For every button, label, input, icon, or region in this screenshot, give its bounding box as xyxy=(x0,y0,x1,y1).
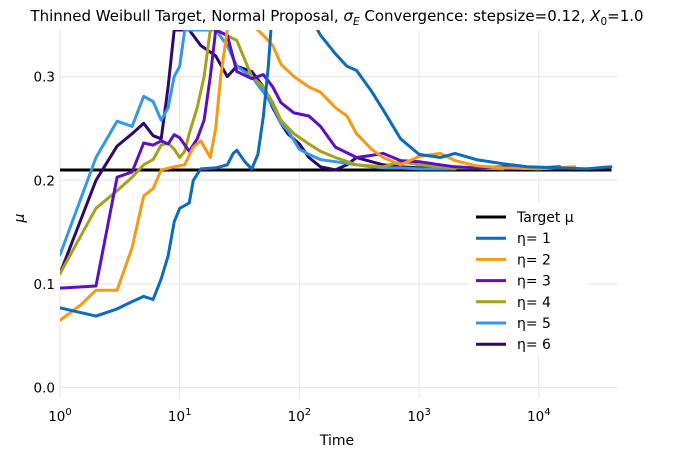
title-x-sub: 0 xyxy=(600,16,607,28)
x-tick-label: 101 xyxy=(168,407,192,425)
series-line-eta-1 xyxy=(60,30,613,318)
title-sigma-sub: E xyxy=(353,16,360,28)
x-tick-label: 100 xyxy=(48,407,72,425)
legend-label: η= 2 xyxy=(517,252,551,268)
x-tick-base: 10 xyxy=(407,409,424,425)
y-tick-label: 0.3 xyxy=(34,70,55,86)
x-tick-label: 103 xyxy=(407,407,431,425)
chart-title: Thinned Weibull Target, Normal Proposal,… xyxy=(29,7,643,28)
legend-label: η= 4 xyxy=(517,295,551,311)
x-tick-exp: 0 xyxy=(65,407,71,418)
legend: Target μ η= 1 η= 2 η= 3 η= 4 η= 5 η= 6 xyxy=(468,203,588,355)
title-prefix: Thinned Weibull Target, Normal Proposal, xyxy=(29,7,343,25)
series-line-eta-3 xyxy=(60,30,562,290)
x-tick-exp: 4 xyxy=(544,407,550,418)
legend-label: η= 3 xyxy=(517,274,551,290)
series-lines xyxy=(60,30,613,322)
legend-label: Target μ xyxy=(516,210,574,226)
legend-label: η= 1 xyxy=(517,231,551,247)
x-tick-exp: 2 xyxy=(305,407,311,418)
legend-label: η= 6 xyxy=(517,337,551,353)
series-line-eta-2 xyxy=(60,30,577,322)
y-tick-label: 0.1 xyxy=(34,277,55,293)
x-tick-label: 102 xyxy=(288,407,312,425)
y-tick-label: 0.0 xyxy=(34,381,55,397)
x-tick-base: 10 xyxy=(168,409,185,425)
y-axis-label: μ xyxy=(12,213,28,223)
title-x: X xyxy=(589,7,601,25)
x-tick-exp: 1 xyxy=(185,407,191,418)
x-tick-label: 104 xyxy=(527,407,551,425)
title-sigma: σ xyxy=(343,7,353,25)
legend-label: η= 5 xyxy=(517,316,551,332)
x-tick-base: 10 xyxy=(288,409,305,425)
legend-box xyxy=(468,203,588,355)
x-axis-label: Time xyxy=(319,433,354,449)
x-tick-base: 10 xyxy=(48,409,65,425)
y-tick-label: 0.2 xyxy=(34,173,55,189)
title-suffix: =1.0 xyxy=(607,7,643,25)
x-tick-exp: 3 xyxy=(425,407,431,418)
title-middle: Convergence: stepsize=0.12, xyxy=(360,7,591,25)
x-tick-base: 10 xyxy=(527,409,544,425)
